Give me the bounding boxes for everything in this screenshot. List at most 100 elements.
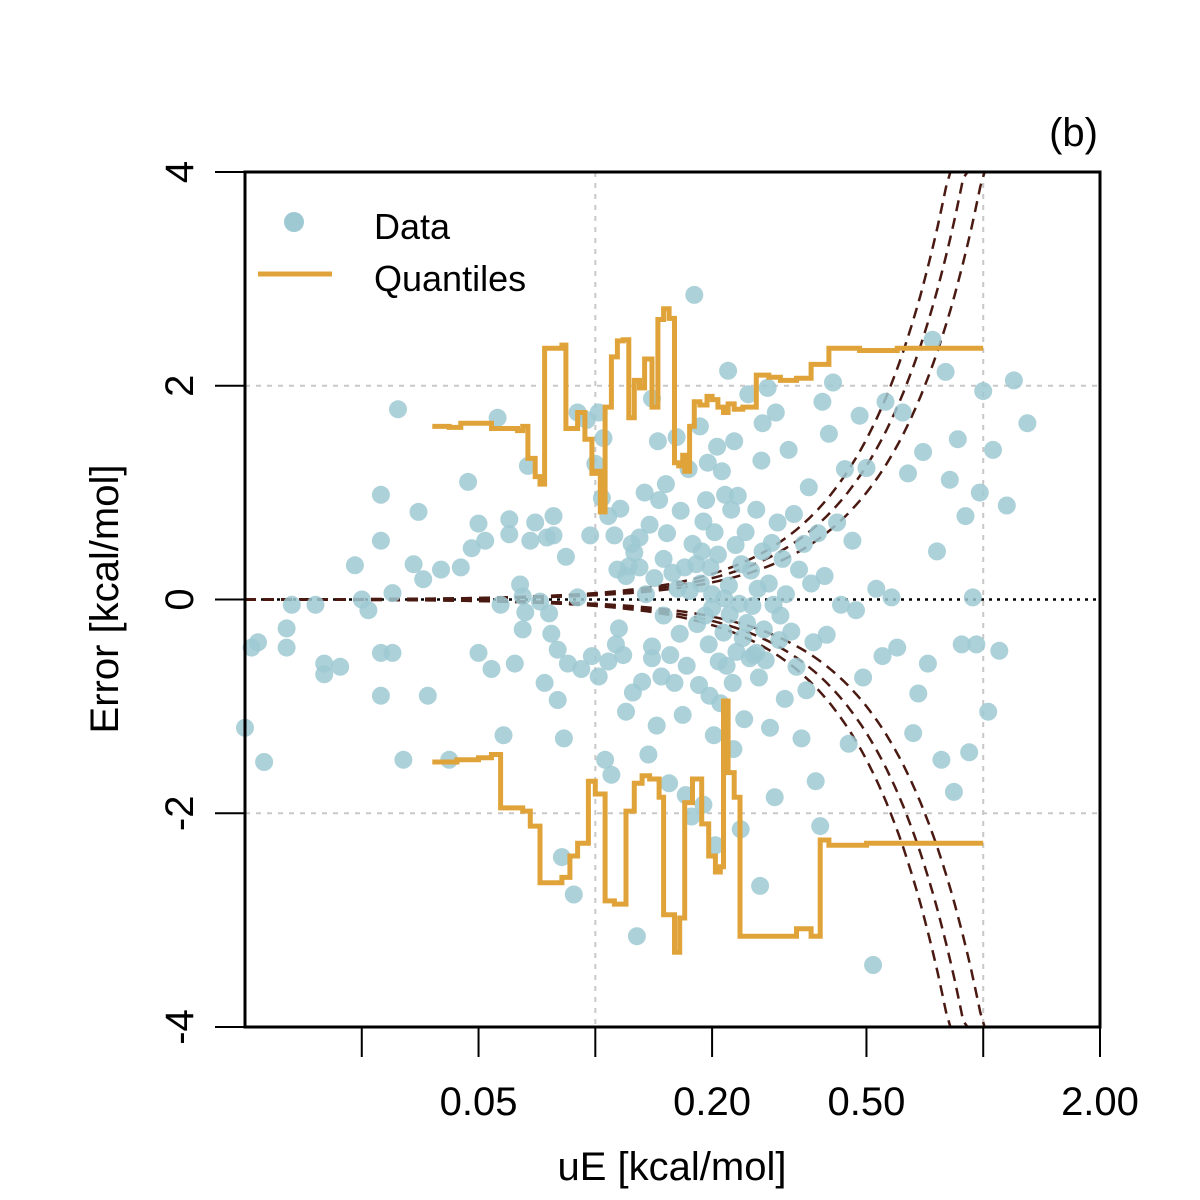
data-point xyxy=(727,642,746,661)
data-point xyxy=(513,620,532,639)
data-point xyxy=(719,361,738,380)
data-point xyxy=(893,403,912,422)
data-point xyxy=(665,673,684,692)
data-point xyxy=(928,542,946,561)
data-point xyxy=(544,507,563,526)
data-point xyxy=(564,885,583,904)
data-point xyxy=(712,462,731,481)
data-point xyxy=(739,385,758,404)
data-point xyxy=(500,510,519,529)
x-tick-label: 0.05 xyxy=(440,1080,518,1124)
data-point xyxy=(792,729,811,748)
data-point xyxy=(850,406,869,425)
data-point xyxy=(282,595,301,614)
data-point xyxy=(843,531,862,550)
data-point xyxy=(722,500,741,519)
data-point xyxy=(643,637,661,656)
data-point xyxy=(505,654,524,673)
data-point xyxy=(535,673,554,692)
data-point xyxy=(654,549,673,568)
data-point xyxy=(738,614,756,632)
data-point xyxy=(661,646,680,665)
data-point xyxy=(692,542,711,561)
data-point xyxy=(948,430,967,449)
data-point xyxy=(556,547,575,566)
data-point xyxy=(383,584,402,603)
data-point xyxy=(494,726,513,745)
data-point xyxy=(857,459,876,477)
data-point xyxy=(888,638,907,657)
data-point xyxy=(974,382,993,401)
data-point xyxy=(670,624,689,643)
data-point xyxy=(882,588,901,607)
data-point xyxy=(691,574,710,593)
data-point xyxy=(371,531,390,550)
x-tick-label: 0.20 xyxy=(673,1080,751,1124)
data-point xyxy=(698,453,717,472)
data-point xyxy=(787,657,806,676)
data-point xyxy=(627,927,646,946)
data-point xyxy=(582,647,601,666)
data-point xyxy=(797,681,816,700)
data-point xyxy=(867,579,886,598)
data-point xyxy=(581,526,600,545)
y-tick-label: -2 xyxy=(158,796,202,832)
data-point xyxy=(650,491,669,510)
data-point xyxy=(389,400,407,419)
data-point xyxy=(673,705,692,724)
data-point xyxy=(699,635,718,654)
data-point xyxy=(752,451,771,470)
data-point xyxy=(602,765,621,784)
data-point xyxy=(636,585,655,604)
quantile-upper-line xyxy=(432,306,984,515)
data-point xyxy=(819,424,838,443)
data-point xyxy=(799,478,818,497)
data-point xyxy=(542,624,561,643)
data-point xyxy=(832,595,850,614)
data-point xyxy=(633,672,652,691)
data-point xyxy=(815,567,834,585)
data-point xyxy=(802,574,821,593)
data-point xyxy=(677,656,696,675)
data-point xyxy=(726,536,745,554)
x-tick-label: 2.00 xyxy=(1061,1080,1139,1124)
y-tick-label: 0 xyxy=(158,588,202,610)
data-point xyxy=(708,437,727,456)
legend-data-marker xyxy=(284,212,304,232)
data-point xyxy=(306,595,325,614)
data-point xyxy=(784,505,803,523)
data-point xyxy=(923,330,942,349)
data-point xyxy=(743,596,762,615)
data-point xyxy=(847,601,865,620)
data-point xyxy=(648,432,667,451)
data-point xyxy=(742,561,760,580)
data-point xyxy=(753,414,772,433)
data-point xyxy=(873,647,892,666)
x-axis-title: uE [kcal/mol] xyxy=(558,1145,787,1189)
data-point xyxy=(500,525,519,544)
data-point xyxy=(824,373,842,392)
data-point xyxy=(491,595,510,614)
data-point xyxy=(694,512,713,531)
data-point xyxy=(704,726,723,745)
data-point xyxy=(790,560,808,579)
data-point xyxy=(723,673,742,692)
data-point xyxy=(469,643,488,662)
x-axis: 0.05 0.20 0.50 2.00 xyxy=(360,1027,1139,1124)
data-point xyxy=(451,558,470,577)
data-point xyxy=(854,668,873,687)
data-point xyxy=(345,556,364,575)
data-point xyxy=(548,640,567,659)
data-point xyxy=(476,531,495,550)
data-point xyxy=(394,750,413,769)
legend-data-label: Data xyxy=(374,206,451,247)
guide-curves xyxy=(245,170,1100,1029)
data-point xyxy=(960,743,979,762)
y-axis-title: Error [kcal/mol] xyxy=(83,465,127,734)
data-point xyxy=(813,392,832,411)
data-point xyxy=(967,635,986,654)
guide-curve xyxy=(245,170,1100,601)
data-points xyxy=(236,285,1037,974)
legend-quantiles-label: Quantiles xyxy=(374,258,526,299)
